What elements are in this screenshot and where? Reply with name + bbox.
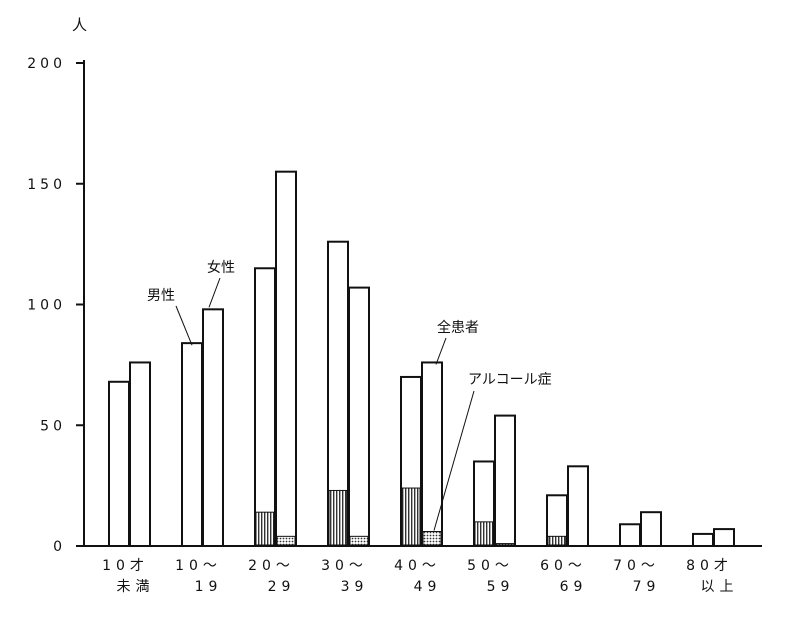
- male-bar-total: [692, 532, 714, 547]
- x-category-label: 29: [268, 579, 296, 595]
- x-category-label: 50～: [467, 558, 514, 574]
- x-category-label: 以上: [701, 579, 739, 595]
- female-bar-total: [348, 286, 370, 547]
- male-bar-alcoholism: [255, 511, 275, 546]
- x-category-label: 39: [341, 579, 369, 595]
- female-bar-total: [129, 361, 151, 547]
- female-bar-total: [713, 528, 735, 547]
- x-category-label: 30～: [321, 558, 368, 574]
- x-category-label: 19: [195, 579, 223, 595]
- x-category-label: 70～: [613, 558, 660, 574]
- female-bar-alcoholism: [495, 543, 515, 546]
- y-tick-label: 200: [27, 56, 66, 72]
- female-bar-total: [202, 308, 224, 547]
- x-category-label: 80才: [686, 558, 733, 574]
- y-unit-label: 人: [72, 16, 87, 34]
- male-bar-alcoholism: [328, 489, 348, 546]
- x-category-label: 59: [487, 579, 515, 595]
- annotation-female: 女性: [207, 259, 235, 276]
- annotation-male: 男性: [147, 288, 175, 304]
- female-bar-total: [640, 511, 662, 548]
- female-bar-alcoholism: [276, 535, 296, 546]
- x-category-label: 10才: [102, 558, 149, 574]
- x-category-label: 40～: [394, 558, 441, 574]
- female-bar-alcoholism: [422, 531, 442, 546]
- annotation-total-leader: [435, 337, 447, 365]
- male-bar-total: [619, 523, 641, 548]
- x-category-label: 49: [414, 579, 442, 595]
- annotation-female-leader: [208, 277, 221, 308]
- female-bar-total: [421, 361, 443, 547]
- x-category-label: 69: [560, 579, 588, 595]
- y-tick-label: 150: [27, 177, 66, 193]
- female-bar-total: [494, 414, 516, 547]
- female-bar-total: [567, 465, 589, 547]
- x-category-label: 未満: [117, 579, 155, 595]
- x-category-label: 79: [633, 579, 661, 595]
- annotation-alcoholism: アルコール症: [468, 372, 552, 388]
- annotation-male-leader: [175, 305, 193, 346]
- female-bar-alcoholism: [349, 535, 369, 546]
- male-bar-alcoholism: [474, 521, 494, 546]
- annotation-total-patients: 全患者: [437, 319, 479, 336]
- y-tick-label: 0: [53, 539, 66, 555]
- y-ticks: 0 50 100 150 200: [27, 56, 84, 555]
- female-bar-total: [275, 170, 297, 548]
- x-category-label: 60～: [540, 558, 587, 574]
- bars: [108, 170, 735, 548]
- male-bar-alcoholism: [401, 487, 421, 546]
- y-tick-label: 50: [40, 418, 66, 434]
- y-tick-label: 100: [27, 298, 66, 314]
- male-bar-total: [108, 380, 130, 547]
- annotations: 男性 女性 全患者 アルコール症: [147, 259, 552, 531]
- male-bar-alcoholism: [547, 535, 567, 546]
- annotation-alcoholism-leader: [433, 390, 475, 531]
- x-category-label: 20～: [248, 558, 295, 574]
- male-bar-total: [254, 267, 276, 547]
- male-bar-total: [181, 342, 203, 548]
- x-category-label: 10～: [175, 558, 222, 574]
